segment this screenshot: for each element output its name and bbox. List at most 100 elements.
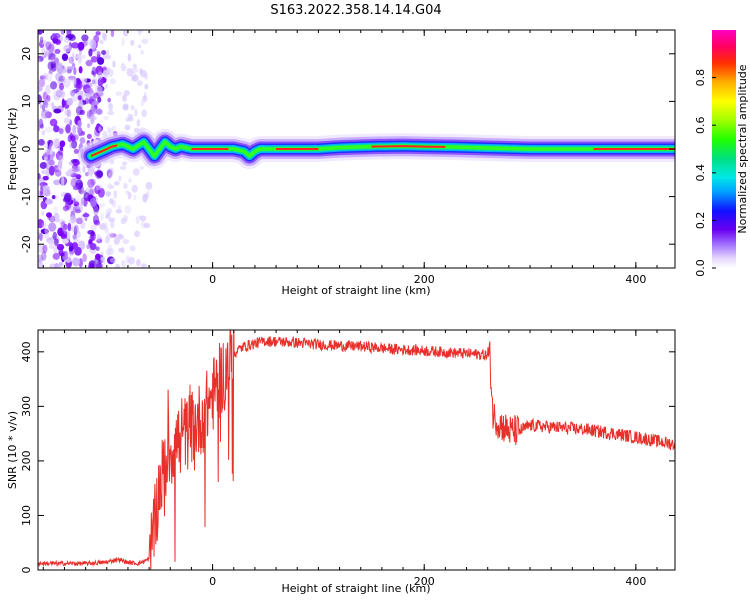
noise-blob-faint [107, 110, 114, 116]
noise-blob [66, 66, 74, 71]
spectrogram-x-tick-label: 0 [209, 273, 216, 286]
noise-blob-faint [106, 232, 114, 239]
noise-blob-faint [117, 233, 123, 239]
noise-blob [70, 159, 78, 164]
noise-blob [53, 108, 62, 114]
noise-blob [94, 85, 103, 94]
snr-y-tick-label: 200 [20, 450, 33, 471]
noise-blob [41, 251, 47, 261]
noise-blob [66, 109, 72, 118]
noise-blob [38, 85, 43, 92]
noise-blob [55, 90, 64, 96]
noise-blob-faint [104, 226, 109, 234]
spectrogram-y-axis-label: Frequency (Hz) [6, 108, 19, 191]
noise-blob-faint [99, 39, 104, 45]
noise-blob-faint [125, 117, 130, 122]
colorbar-tick-label: 0.0 [694, 259, 707, 277]
noise-blob [51, 102, 55, 109]
noise-blob-faint [123, 90, 130, 96]
noise-blob [72, 124, 77, 135]
noise-blob [41, 222, 46, 228]
noise-blob-faint [122, 239, 130, 244]
noise-blob [77, 119, 82, 128]
noise-blob [77, 188, 83, 194]
noise-blob [107, 97, 112, 103]
noise-blob [64, 108, 71, 117]
noise-blob [58, 219, 66, 225]
colorbar: 0.0 0.2 0.4 0.6 0.8 Normalized spectral ampl… [694, 30, 749, 277]
snr-y-tick-label: 400 [20, 341, 33, 362]
noise-blob [82, 213, 90, 218]
noise-blob [71, 140, 78, 149]
noise-blob-faint [141, 109, 147, 118]
noise-blob [72, 257, 80, 267]
noise-blob [80, 131, 86, 136]
noise-blob [67, 33, 75, 39]
noise-blob [63, 44, 72, 53]
colorbar-tick-label: 0.2 [694, 212, 707, 230]
noise-blob-faint [127, 191, 132, 200]
noise-blob [60, 30, 65, 36]
noise-blob [62, 238, 69, 244]
noise-blob [94, 253, 101, 260]
noise-blob [49, 118, 58, 127]
noise-blob [87, 38, 94, 46]
snr-y-axis-label: SNR (10 * v/v) [6, 411, 19, 489]
noise-blob [58, 250, 66, 256]
noise-blob [66, 169, 75, 178]
noise-blob [39, 161, 48, 169]
noise-blob-faint [109, 198, 114, 205]
noise-blob [42, 244, 48, 254]
noise-blob [62, 223, 68, 231]
noise-blob [38, 254, 43, 263]
noise-blob [44, 126, 53, 133]
noise-blob [93, 219, 101, 226]
noise-blob [38, 261, 44, 268]
snr-x-tick-label: 400 [625, 575, 646, 588]
noise-blob [97, 71, 103, 80]
noise-blob-faint [123, 182, 128, 190]
noise-blob [93, 132, 101, 139]
noise-blob [44, 169, 50, 177]
snr-series-line [38, 330, 675, 570]
noise-blob [45, 160, 51, 170]
noise-blob [82, 253, 87, 263]
ridge-core-3 [371, 145, 446, 148]
noise-blob-faint [107, 244, 113, 251]
noise-blob [46, 52, 54, 58]
snr-x-tick-label: 0 [209, 575, 216, 588]
noise-blob-faint [140, 49, 144, 55]
noise-blob [67, 230, 71, 240]
noise-blob [48, 222, 57, 232]
noise-blob-faint [120, 62, 126, 72]
noise-blob-faint [115, 209, 123, 214]
noise-blob [72, 167, 80, 173]
noise-blob-faint [140, 100, 145, 107]
noise-blob [72, 185, 80, 191]
noise-blob [93, 205, 99, 216]
snr-frame [37, 329, 676, 571]
noise-blob-faint [98, 203, 106, 208]
noise-blob [66, 253, 73, 258]
noise-blob-faint [113, 237, 120, 245]
noise-blob [38, 119, 43, 127]
noise-blob [101, 49, 107, 56]
noise-blob [90, 115, 95, 125]
noise-blob-faint [99, 223, 107, 231]
noise-blob [95, 263, 103, 268]
snr-x-axis-label: Height of straight line (km) [281, 582, 430, 595]
noise-blob [90, 231, 96, 242]
noise-blob [38, 30, 44, 35]
noise-blob [40, 123, 44, 129]
noise-blob [74, 246, 82, 256]
noise-blob-faint [118, 175, 122, 182]
noise-blob [92, 71, 97, 78]
noise-blob-faint [132, 63, 137, 69]
noise-blob [38, 219, 45, 229]
noise-blob [60, 233, 67, 240]
colorbar-tick-label: 0.4 [694, 164, 707, 182]
noise-blob-faint [136, 80, 143, 87]
noise-blob-faint [138, 215, 143, 220]
noise-blob [45, 198, 53, 205]
